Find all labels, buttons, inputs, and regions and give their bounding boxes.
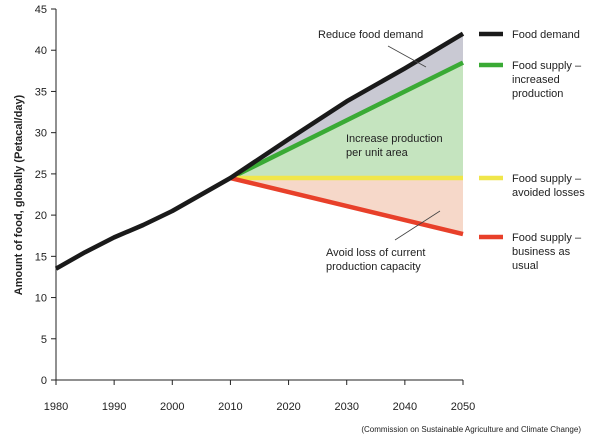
annotation-reduce-demand: Reduce food demand [318, 29, 423, 41]
pointer-reduce-demand [387, 45, 427, 68]
x-tick-label: 1980 [44, 401, 68, 413]
legend: Food demand Food supply – increased produc… [479, 29, 585, 272]
y-tick-label: 15 [35, 251, 47, 263]
x-tick-label: 2040 [393, 401, 417, 413]
y-tick-label: 10 [35, 293, 47, 305]
annotation-pointers [387, 45, 441, 241]
y-axis-label: Amount of food, globally (Petacal/day) [13, 94, 25, 295]
x-tick-label: 2020 [276, 401, 300, 413]
x-tick-label: 2000 [160, 401, 184, 413]
axes [55, 9, 463, 381]
y-tick-label: 30 [35, 128, 47, 140]
y-tick-label: 45 [35, 4, 47, 16]
legend-label-business-as-usual: Food supply – business as usual [512, 232, 582, 272]
y-tick-label: 40 [35, 45, 47, 57]
y-tick-label: 25 [35, 169, 47, 181]
legend-label-food-demand: Food demand [512, 29, 580, 41]
source-credit: (Commission on Sustainable Agriculture a… [361, 425, 581, 434]
series-line-food-demand [54, 31, 465, 271]
y-tick-label: 0 [41, 375, 47, 387]
x-tick-label: 2030 [334, 401, 358, 413]
pointer-avoid-loss [394, 210, 441, 241]
y-tick-label: 20 [35, 210, 47, 222]
legend-label-increased-production: Food supply – increased production [512, 60, 582, 100]
annotation-avoid-loss: Avoid loss of current production capacity [326, 247, 425, 273]
series-line-food-supply-business-as-usual [229, 175, 464, 237]
y-tick-label: 35 [35, 86, 47, 98]
x-tick-label: 2010 [218, 401, 242, 413]
series-line-food-supply-increased-production [229, 60, 465, 181]
y-ticks: 0 5 10 15 20 25 30 35 40 45 [35, 4, 56, 387]
y-tick-label: 5 [41, 334, 47, 346]
legend-label-avoided-losses: Food supply – avoided losses [512, 173, 585, 199]
series-lines [54, 31, 465, 271]
x-tick-label: 2050 [451, 401, 475, 413]
x-tick-label: 1990 [102, 401, 126, 413]
annotation-increase-production: Increase production per unit area [346, 133, 443, 159]
x-ticks: 1980 1990 2000 2010 2020 2030 2040 2050 [44, 380, 475, 413]
